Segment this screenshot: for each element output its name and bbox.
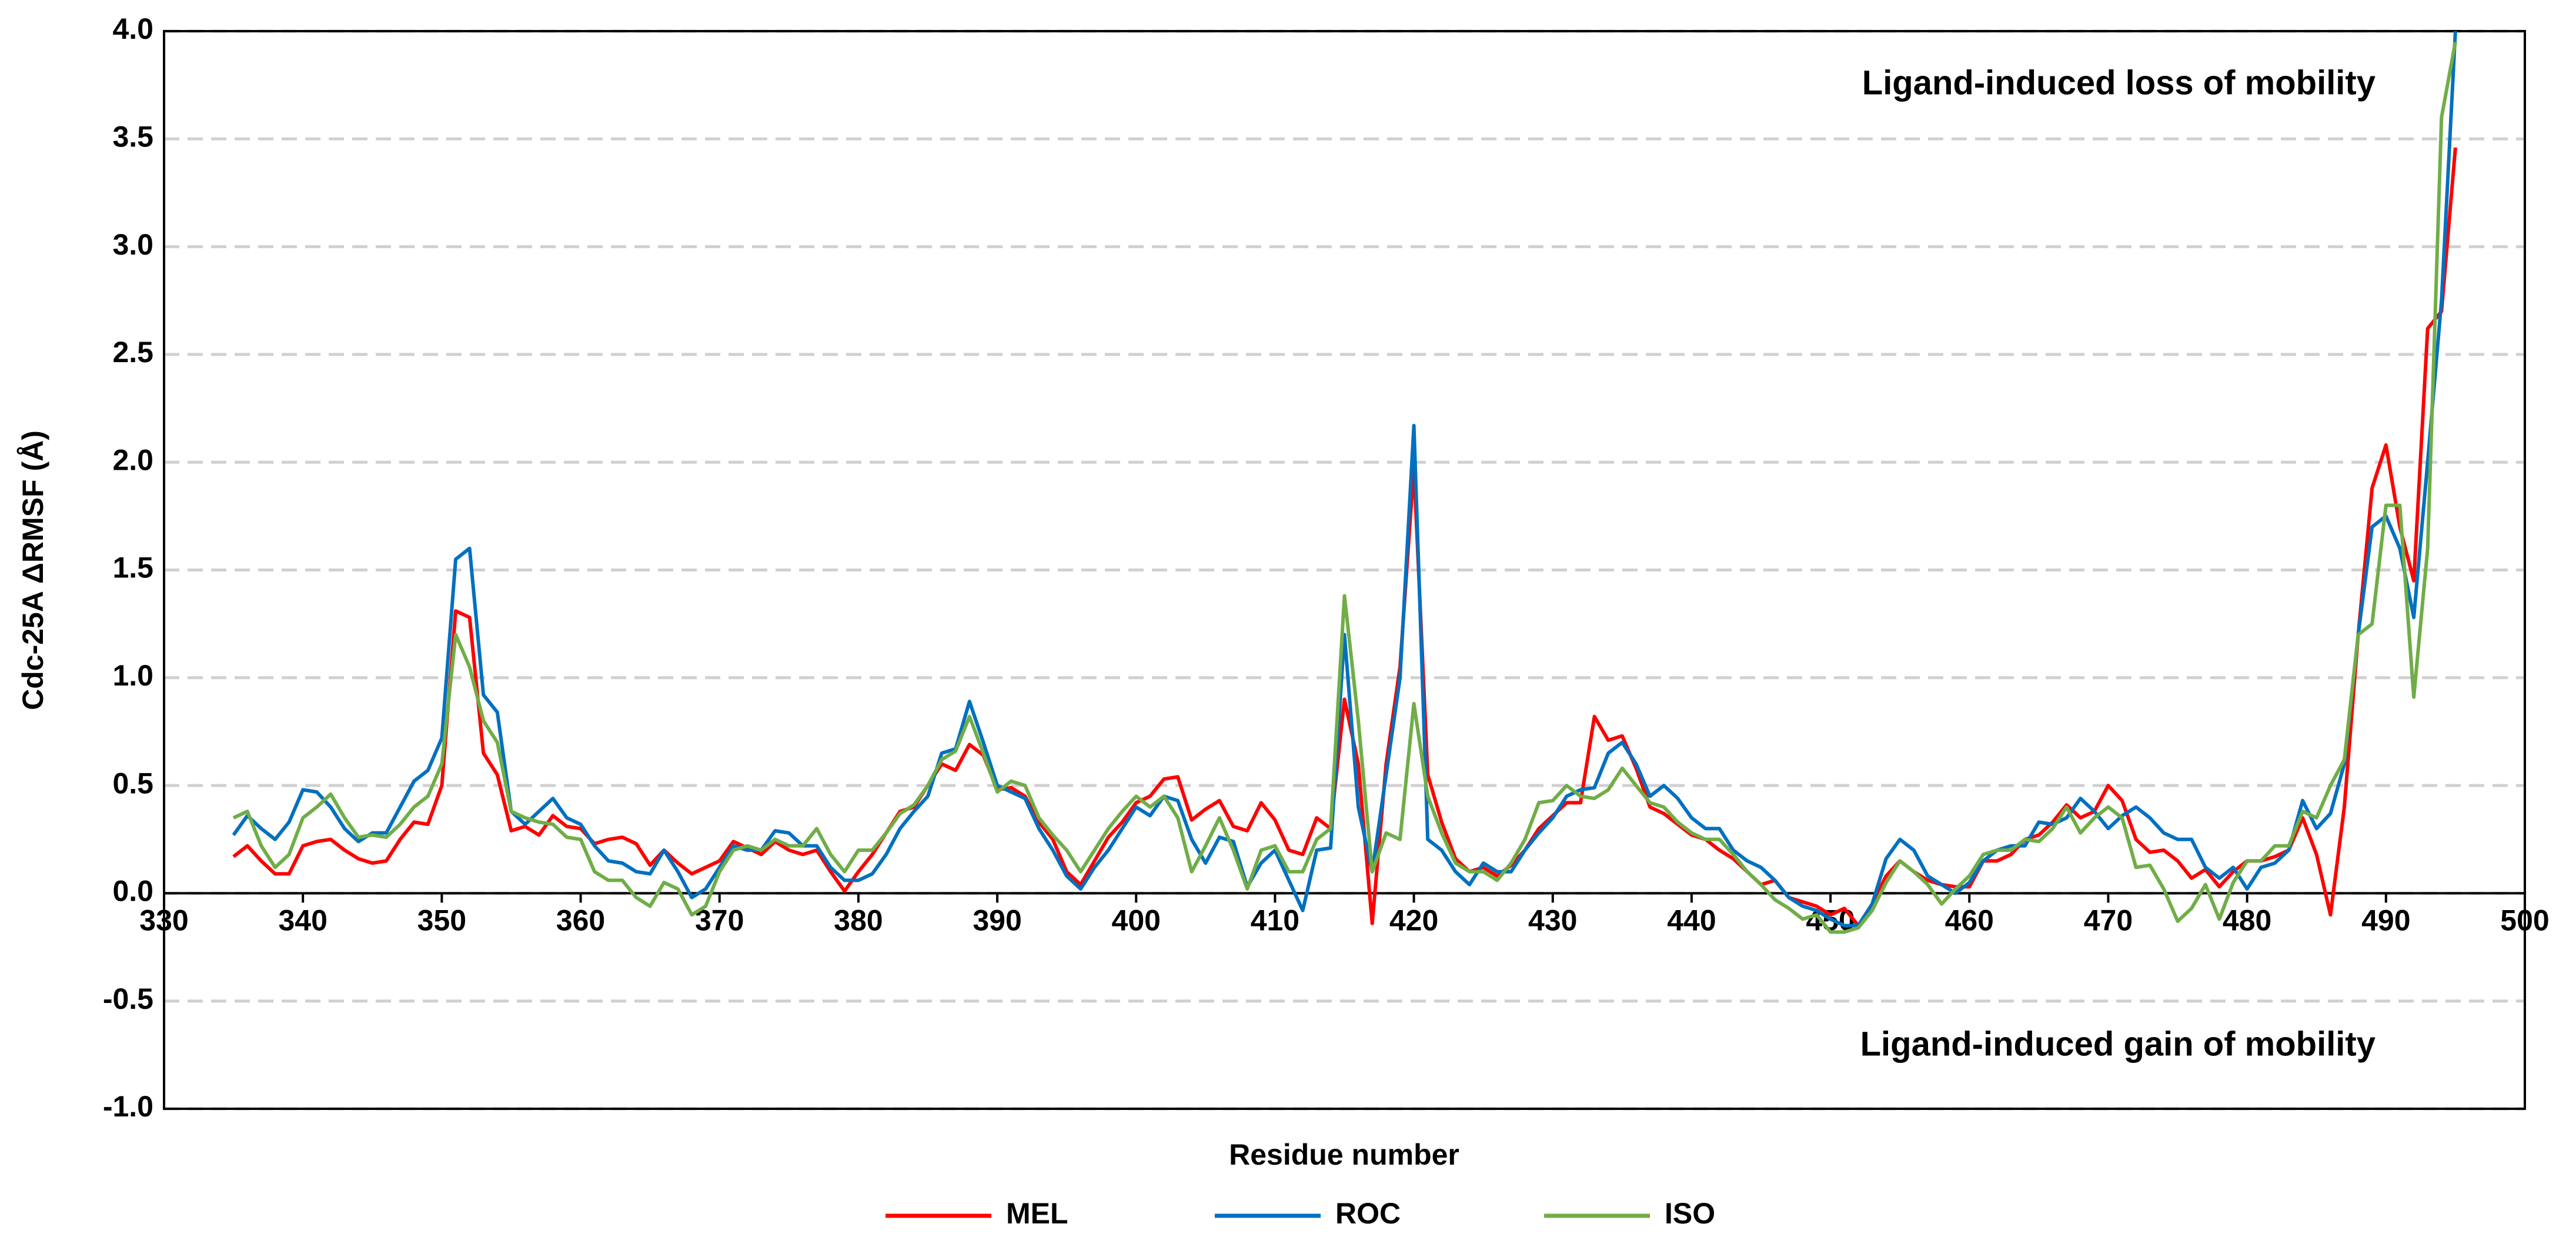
- x-tick-label: 430: [1528, 904, 1577, 937]
- y-axis-title: Cdc-25A ΔRMSF (Å): [16, 430, 49, 710]
- x-tick-label: 460: [1945, 904, 1994, 937]
- x-tick-label: 380: [834, 904, 883, 937]
- y-tick-label: 3.0: [112, 228, 153, 261]
- x-tick-label: 480: [2223, 904, 2271, 937]
- x-tick-label: 410: [1251, 904, 1299, 937]
- data-line: [232, 41, 2457, 934]
- x-tick-label: 440: [1667, 904, 1716, 937]
- y-tick-label: 0.0: [112, 875, 153, 908]
- y-tick-label: 2.0: [112, 443, 153, 476]
- data-line: [232, 147, 2457, 928]
- y-tick-label: 1.0: [112, 659, 153, 692]
- x-axis-title: Residue number: [1229, 1138, 1459, 1171]
- x-tick-label: 360: [556, 904, 605, 937]
- plot-frame: [163, 30, 2526, 1110]
- y-tick-label: 2.5: [112, 336, 153, 369]
- annotation: Ligand-induced gain of mobility: [1860, 1025, 2375, 1063]
- x-tick-label: 340: [278, 904, 327, 937]
- y-tick-label: -0.5: [103, 982, 153, 1015]
- data-line: [232, 31, 2457, 928]
- legend-label: ROC: [1335, 1197, 1401, 1230]
- x-tick-label: 390: [973, 904, 1021, 937]
- y-tick-label: 3.5: [112, 121, 153, 153]
- y-tick-label: 1.5: [112, 551, 153, 584]
- x-tick-label: 350: [417, 904, 466, 937]
- x-tick-label: 470: [2084, 904, 2133, 937]
- x-tick-label: 500: [2500, 904, 2549, 937]
- x-tick-label: 400: [1112, 904, 1161, 937]
- x-tick-label: 490: [2361, 904, 2410, 937]
- annotation: Ligand-induced loss of mobility: [1862, 63, 2375, 102]
- y-tick-label: -1.0: [103, 1090, 153, 1123]
- legend-label: ISO: [1665, 1197, 1715, 1230]
- y-tick-label: 4.0: [112, 12, 153, 45]
- legend-label: MEL: [1006, 1197, 1068, 1230]
- y-tick-label: 0.5: [112, 767, 153, 800]
- x-tick-label: 330: [139, 904, 188, 937]
- x-tick-label: 420: [1389, 904, 1438, 937]
